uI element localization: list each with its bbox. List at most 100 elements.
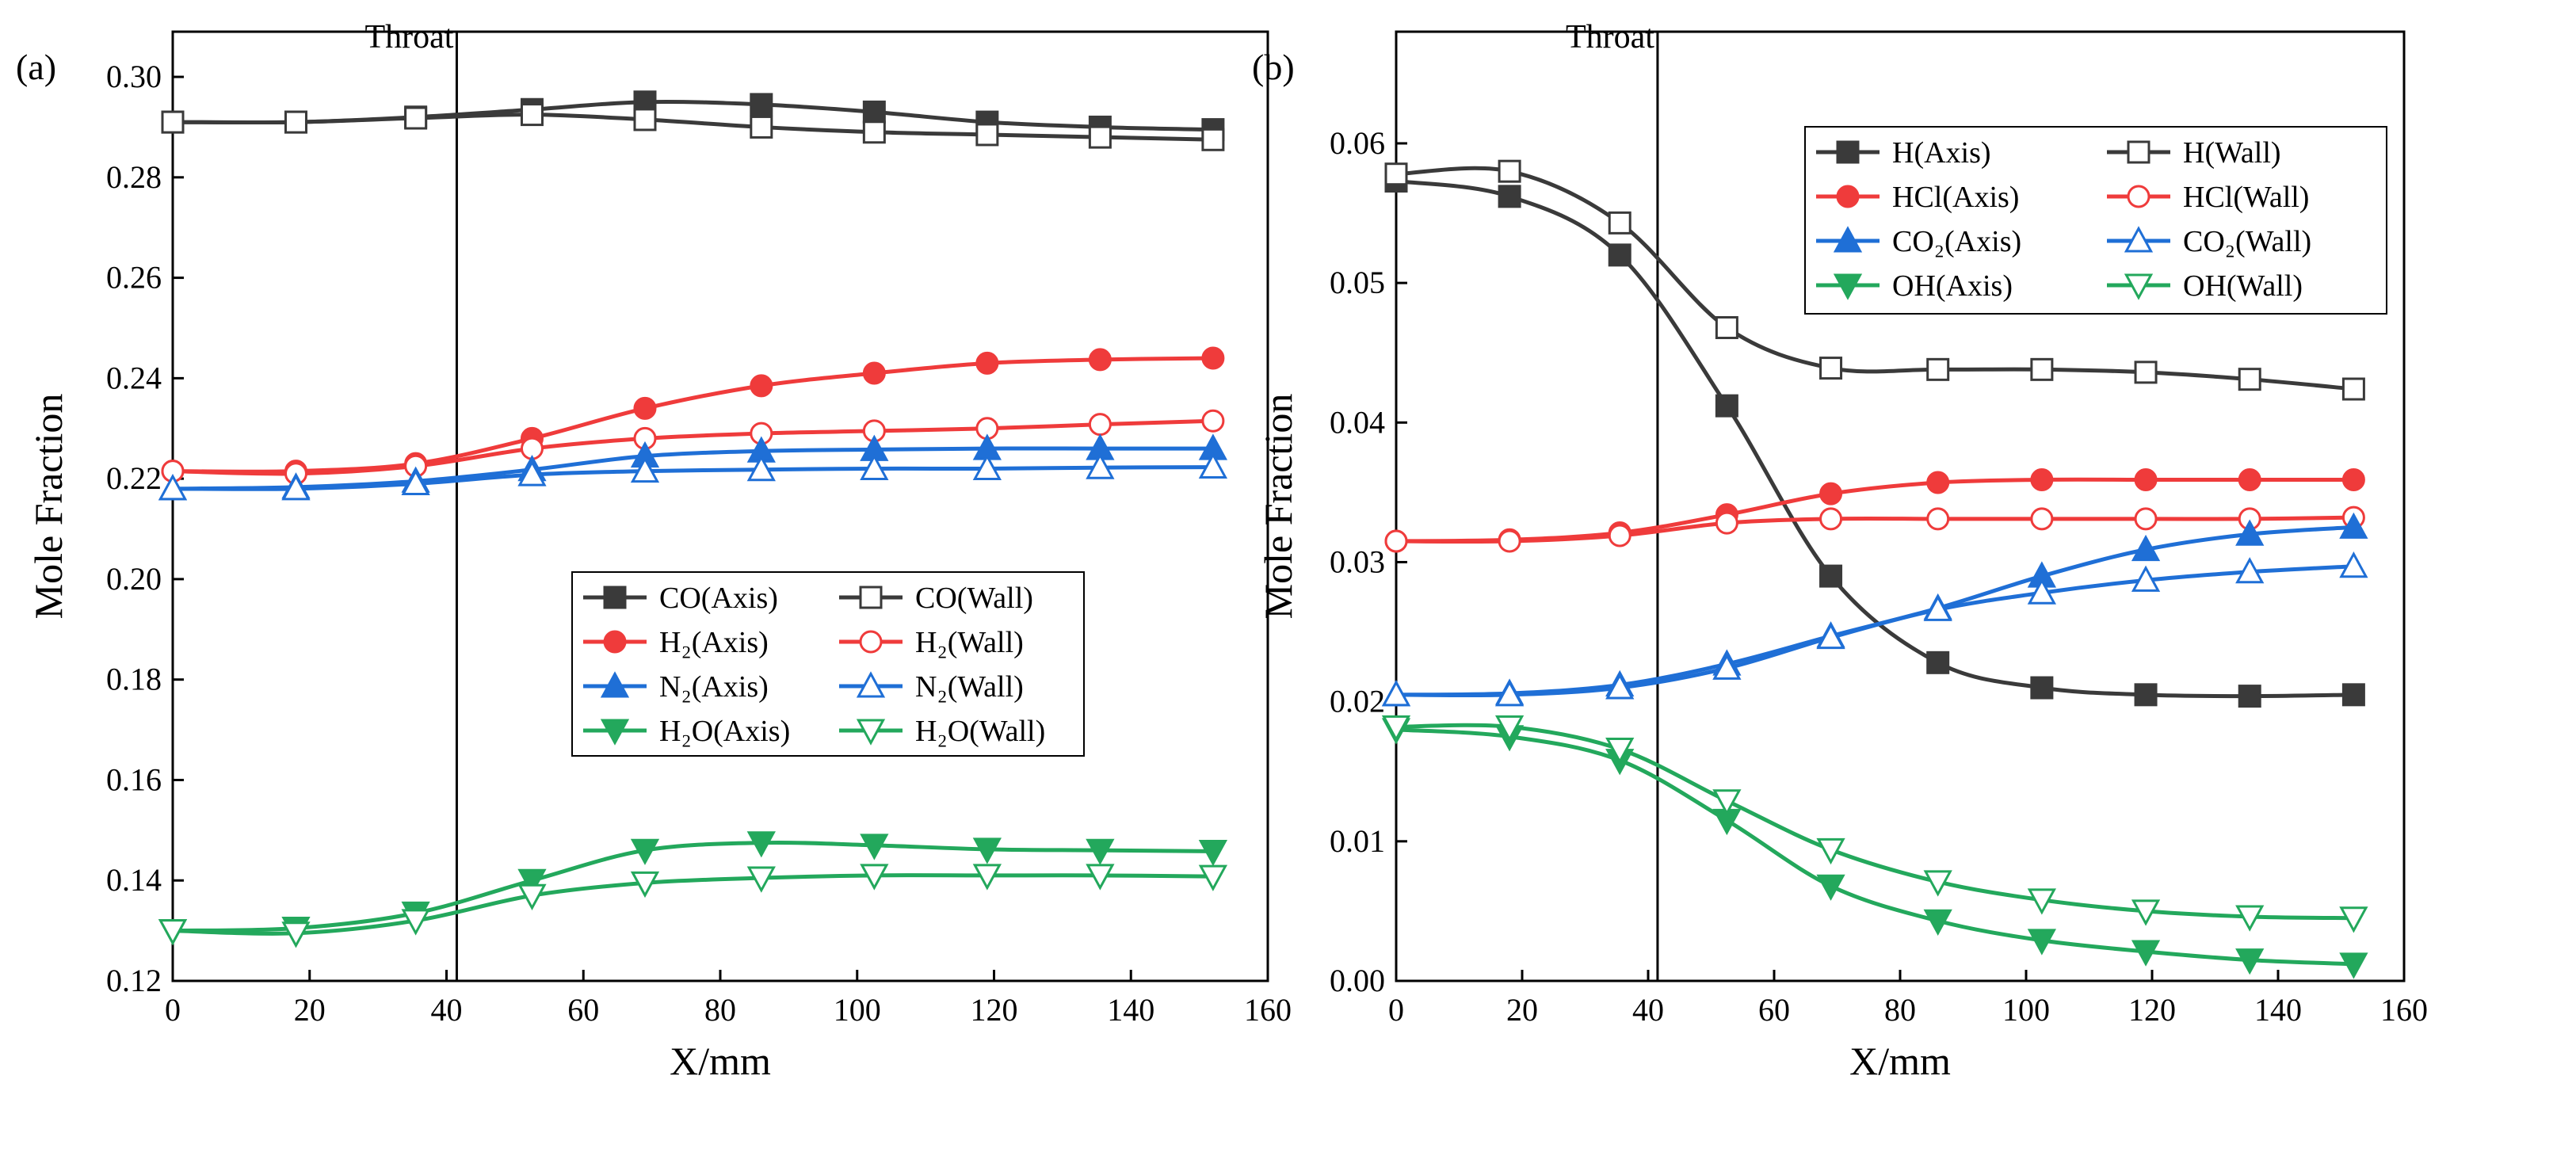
data-point xyxy=(2238,685,2261,708)
series-line xyxy=(1395,727,2354,967)
legend-entry: H(Wall) xyxy=(2183,136,2281,170)
data-point xyxy=(517,868,547,895)
data-point xyxy=(1926,357,1950,381)
data-point xyxy=(281,921,311,948)
legend-marker xyxy=(2127,185,2150,208)
data-point xyxy=(2131,565,2161,592)
y-tick-label: 0.22 xyxy=(106,460,162,496)
data-point xyxy=(1381,715,1411,742)
series-line xyxy=(1395,477,2354,544)
data-point xyxy=(633,108,657,132)
x-axis-label: X/mm xyxy=(670,1039,771,1083)
data-point xyxy=(860,864,889,891)
legend-entry: CO(Wall) xyxy=(915,582,1033,615)
data-point xyxy=(862,100,886,124)
data-point xyxy=(1926,507,1950,531)
legend-marker xyxy=(859,630,883,654)
data-point xyxy=(404,106,428,130)
data-point xyxy=(1201,128,1225,151)
data-point xyxy=(750,115,773,139)
y-tick-label: 0.16 xyxy=(106,761,162,797)
data-point xyxy=(2235,905,2265,932)
legend-marker xyxy=(1833,226,1863,253)
legend: CO(Axis) CO(Wall) H₂(Axis) H₂(Wall) N₂(Axis)… xyxy=(571,571,1085,757)
x-tick-label: 40 xyxy=(1632,992,1664,1028)
data-point xyxy=(2134,468,2158,492)
legend-marker xyxy=(2124,273,2154,300)
data-point xyxy=(746,866,776,893)
legend-marker xyxy=(856,671,886,698)
x-tick-label: 80 xyxy=(704,992,736,1028)
legend-entry: N₂(Wall) xyxy=(915,670,1024,704)
panel-label: (a) xyxy=(16,47,56,87)
data-point xyxy=(2238,368,2261,391)
data-point xyxy=(2235,948,2265,975)
legend-marker xyxy=(1833,273,1863,300)
data-point xyxy=(158,474,188,501)
series-line xyxy=(172,840,1213,933)
data-point xyxy=(972,453,1002,480)
data-point xyxy=(1715,511,1738,535)
data-point xyxy=(1201,409,1225,433)
legend-box xyxy=(571,571,1085,757)
legend-marker xyxy=(603,630,627,654)
data-point xyxy=(1819,357,1843,380)
chart-panel-b: 0 20 40 60 80 100 120 140 160 0.00 0.01 0.02 0.03 0.0… xyxy=(1252,19,2428,1083)
data-point xyxy=(1923,870,1952,897)
data-point xyxy=(1494,680,1525,707)
series-line xyxy=(1395,723,2354,921)
y-tick-label: 0.14 xyxy=(106,862,162,898)
data-point xyxy=(2339,512,2368,539)
series-line xyxy=(1395,166,2354,391)
data-point xyxy=(1088,413,1112,437)
data-point xyxy=(2235,557,2265,584)
x-tick-label: 160 xyxy=(2380,992,2428,1028)
data-point xyxy=(746,831,776,858)
x-tick-label: 100 xyxy=(2002,992,2050,1028)
series-line xyxy=(172,113,1213,142)
data-point xyxy=(1923,909,1952,936)
legend-marker xyxy=(600,719,630,746)
series-line xyxy=(172,99,1213,132)
series-line xyxy=(1395,179,2354,699)
data-point xyxy=(2341,683,2365,707)
x-tick-label: 0 xyxy=(1388,992,1404,1028)
y-tick-label: 0.24 xyxy=(106,360,162,395)
x-axis-label: X/mm xyxy=(1849,1039,1951,1083)
x-tick-label: 60 xyxy=(567,992,599,1028)
legend-marker xyxy=(1836,185,1860,208)
y-tick-label: 0.03 xyxy=(1330,544,1385,579)
data-point xyxy=(1712,653,1742,680)
data-point xyxy=(2131,940,2161,967)
x-tick-label: 140 xyxy=(2254,992,2302,1028)
y-tick-label: 0.28 xyxy=(106,159,162,195)
legend-entry: HCl(Wall) xyxy=(2183,181,2309,214)
x-tick-label: 120 xyxy=(971,992,1018,1028)
data-point xyxy=(1926,471,1950,494)
data-point xyxy=(1819,482,1843,506)
data-point xyxy=(2027,578,2057,605)
series-line xyxy=(172,356,1213,474)
data-point xyxy=(2134,361,2158,384)
legend-entry: OH(Wall) xyxy=(2183,269,2303,303)
data-point xyxy=(1819,507,1843,531)
data-point xyxy=(517,883,547,910)
data-point xyxy=(2027,929,2057,956)
data-point xyxy=(161,110,185,134)
data-point xyxy=(281,474,311,501)
legend-marker xyxy=(2124,226,2154,253)
data-point xyxy=(1608,243,1631,267)
data-point xyxy=(1816,874,1845,901)
data-point xyxy=(1608,211,1631,235)
data-point xyxy=(1384,162,1408,186)
series-line xyxy=(172,873,1213,936)
data-point xyxy=(862,120,886,144)
legend-entry: CO₂(Wall) xyxy=(2183,225,2311,258)
data-point xyxy=(1712,789,1742,816)
legend-marker xyxy=(859,586,883,609)
data-point xyxy=(2030,357,2054,381)
y-tick-label: 0.02 xyxy=(1330,684,1385,719)
data-point xyxy=(1384,529,1408,553)
data-point xyxy=(1498,529,1521,553)
